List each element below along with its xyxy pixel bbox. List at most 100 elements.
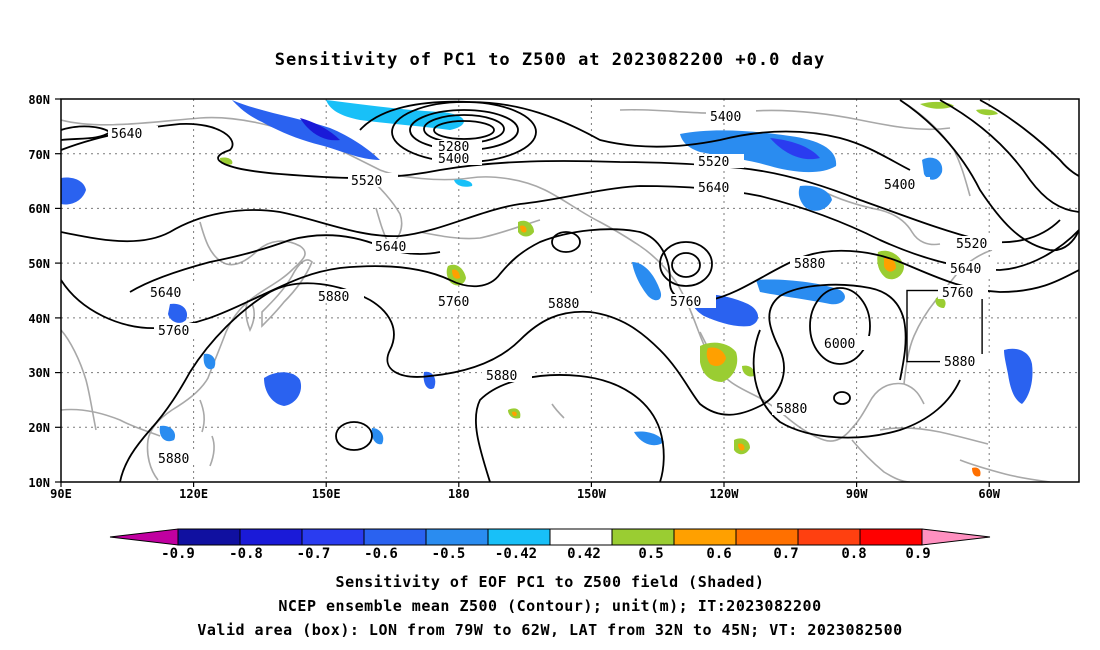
contour-label: 5880 bbox=[776, 402, 807, 417]
shade-blob bbox=[972, 467, 981, 477]
colorbar-cell bbox=[611, 528, 675, 546]
contour-small-lo-2 bbox=[671, 252, 701, 278]
colorbar-label: -0.42 bbox=[495, 546, 537, 562]
colorbar-cell bbox=[239, 528, 303, 546]
colorbar-label: -0.8 bbox=[229, 546, 263, 562]
contour-label: 5400 bbox=[884, 178, 915, 193]
colorbar-cell bbox=[549, 528, 613, 546]
z500-contours bbox=[61, 99, 1079, 482]
contour-6000 bbox=[809, 287, 871, 365]
shade-blob bbox=[300, 118, 340, 141]
shade-blob bbox=[203, 353, 216, 370]
lat-label: 40N bbox=[28, 312, 50, 326]
shade-blob bbox=[976, 109, 998, 116]
shade-blob bbox=[935, 297, 946, 308]
lat-label: 10N bbox=[28, 476, 50, 490]
contour-label: 5880 bbox=[158, 452, 189, 467]
contour-label: 6000 bbox=[824, 337, 855, 352]
lat-label: 20N bbox=[28, 421, 50, 435]
colorbar-label: 0.7 bbox=[773, 546, 798, 562]
colorbar-label: -0.9 bbox=[161, 546, 195, 562]
contour-label: 5640 bbox=[375, 240, 406, 255]
contour-label: 5760 bbox=[670, 295, 701, 310]
contour-label: 5640 bbox=[111, 127, 142, 142]
shade-blob bbox=[61, 177, 86, 205]
coastline-caribbean bbox=[879, 427, 989, 445]
contour-5880-south bbox=[474, 374, 665, 482]
contour-small-lo-3 bbox=[659, 241, 713, 287]
shade-blob bbox=[742, 365, 755, 377]
coastline-arctic-islands bbox=[619, 108, 951, 131]
contour-small-gulf bbox=[833, 391, 851, 405]
positive-sensitivity-shading bbox=[220, 101, 998, 477]
coastline-gulf bbox=[851, 382, 925, 429]
colorbar-label: 0.8 bbox=[841, 546, 866, 562]
coastline-south-america bbox=[959, 459, 1051, 482]
colorbar-label: 0.9 bbox=[905, 546, 930, 562]
shade-blob bbox=[454, 179, 473, 187]
contour-5880-gulf bbox=[752, 329, 961, 439]
lon-label: 120W bbox=[710, 487, 740, 501]
contour-5640-east bbox=[979, 99, 1079, 177]
contour-5640 bbox=[61, 185, 1079, 271]
contour-5400-east bbox=[899, 99, 1079, 252]
contour-label: 5400 bbox=[710, 110, 741, 125]
colorbar-cell bbox=[363, 528, 427, 546]
shade-blob bbox=[264, 372, 302, 406]
contour-5880 bbox=[119, 282, 907, 482]
map-frame bbox=[60, 98, 1080, 483]
coastline-hudson bbox=[819, 189, 941, 246]
coastline-philippines bbox=[199, 399, 215, 467]
lat-label: 30N bbox=[28, 366, 50, 380]
negative-sensitivity-shading bbox=[61, 100, 1033, 446]
colorbar-cell bbox=[859, 528, 923, 546]
colorbar-right-triangle bbox=[921, 528, 991, 546]
colorbar bbox=[109, 528, 991, 546]
contour-5520 bbox=[61, 123, 1061, 244]
shade-blob bbox=[1004, 348, 1033, 404]
lon-label: 90E bbox=[50, 487, 72, 501]
colorbar-cell bbox=[735, 528, 799, 546]
contour-label: 5880 bbox=[944, 355, 975, 370]
contour-5280 bbox=[433, 120, 495, 140]
lat-label: 70N bbox=[28, 148, 50, 162]
contour-label: 5520 bbox=[351, 174, 382, 189]
caption-line-2: NCEP ensemble mean Z500 (Contour); unit(… bbox=[278, 597, 822, 615]
contour-5760 bbox=[61, 228, 1079, 329]
shade-blob bbox=[922, 157, 943, 180]
shade-blob bbox=[168, 303, 188, 323]
colorbar-cell bbox=[301, 528, 365, 546]
colorbar-cell bbox=[487, 528, 551, 546]
colorbar-cell bbox=[177, 528, 241, 546]
shade-blob bbox=[452, 269, 460, 279]
longitude-labels: 90E 120E 150E 180 150W 120W 90W 60W bbox=[50, 487, 1001, 501]
contour-label: 5520 bbox=[698, 155, 729, 170]
contour-5400 bbox=[359, 100, 911, 171]
lon-label: 180 bbox=[448, 487, 470, 501]
shade-blob bbox=[632, 262, 662, 301]
colorbar-cell bbox=[797, 528, 861, 546]
colorbar-label: 0.42 bbox=[567, 546, 601, 562]
shade-blob bbox=[738, 443, 745, 451]
colorbar-cell bbox=[425, 528, 489, 546]
shade-blob bbox=[770, 138, 820, 160]
coastline-kamchatka bbox=[369, 177, 403, 248]
lon-label: 60W bbox=[978, 487, 1000, 501]
contour-small-lo-1 bbox=[551, 231, 581, 253]
shade-blob bbox=[798, 185, 832, 211]
contour-5520-east bbox=[939, 99, 1079, 213]
shade-blob bbox=[520, 225, 527, 233]
contour-label: 5880 bbox=[318, 290, 349, 305]
lat-label: 50N bbox=[28, 257, 50, 271]
contour-label: 5760 bbox=[158, 324, 189, 339]
contour-labels: 5640 5280 5400 5520 5640 5400 5520 5640 … bbox=[108, 109, 1002, 467]
colorbar-label: 0.6 bbox=[706, 546, 731, 562]
contour-label: 5520 bbox=[956, 237, 987, 252]
gridlines bbox=[61, 99, 1079, 482]
contour-small-hi bbox=[335, 421, 373, 451]
shade-blob bbox=[232, 100, 380, 160]
contour-label: 5880 bbox=[548, 297, 579, 312]
colorbar-left-triangle bbox=[109, 528, 179, 546]
colorbar-labels: -0.9 -0.8 -0.7 -0.6 -0.5 -0.42 0.42 0.5 … bbox=[161, 546, 931, 562]
